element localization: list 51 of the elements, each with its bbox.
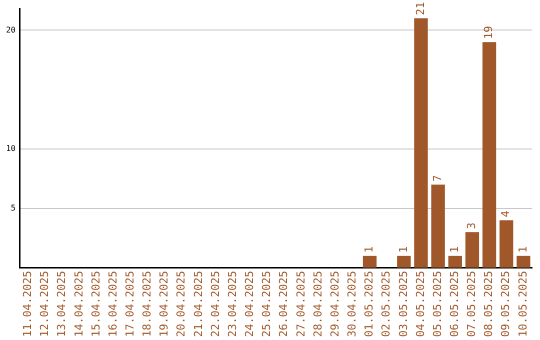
data-label: 7 [430, 174, 444, 182]
x-tick-label: 08.05.2025 [482, 270, 496, 338]
data-label: 3 [465, 222, 478, 230]
x-tick-label: 14.04.2025 [72, 270, 86, 338]
x-tick-label: 26.04.2025 [277, 270, 290, 338]
x-tick-label: 28.04.2025 [311, 270, 324, 338]
bar [500, 220, 514, 268]
bar [516, 256, 530, 268]
bar [465, 232, 480, 268]
bar [414, 18, 428, 268]
x-tick-label: 27.04.2025 [294, 270, 308, 338]
x-tick-label: 15.04.2025 [89, 270, 102, 338]
x-tick-label: 23.04.2025 [226, 270, 239, 338]
x-tick-label: 06.05.2025 [448, 270, 462, 338]
data-label: 1 [448, 246, 462, 253]
x-tick-label: 19.04.2025 [158, 270, 171, 338]
bar [482, 42, 496, 268]
x-tick-label: 01.05.2025 [362, 270, 376, 338]
y-tick-label: 10 [6, 144, 16, 154]
x-tick-label: 09.05.2025 [499, 270, 512, 338]
data-label: 1 [516, 246, 530, 253]
x-tick-label: 13.04.2025 [55, 270, 68, 338]
data-label: 19 [482, 26, 496, 40]
x-tick-label: 02.05.2025 [380, 270, 393, 338]
bar [397, 256, 411, 268]
x-tick-label: 25.04.2025 [260, 270, 274, 338]
y-tick-label: 20 [6, 25, 16, 34]
x-tick-label: 07.05.2025 [465, 270, 478, 338]
x-tick-label: 10.05.2025 [516, 270, 530, 338]
data-label: 4 [499, 210, 512, 218]
x-tick-label: 22.04.2025 [208, 270, 222, 338]
x-tick-label: 29.04.2025 [328, 270, 342, 338]
x-tick-label: 04.05.2025 [414, 270, 427, 338]
data-label: 21 [414, 2, 427, 16]
x-tick-label: 18.04.2025 [140, 270, 154, 338]
x-tick-label: 30.04.2025 [346, 270, 359, 338]
x-tick-label: 21.04.2025 [192, 270, 205, 338]
bar [431, 184, 445, 268]
x-tick-label: 17.04.2025 [124, 270, 137, 338]
x-tick-label: 12.04.2025 [38, 270, 52, 338]
data-label: 1 [396, 246, 410, 253]
y-tick-label: 5 [10, 203, 16, 212]
bar [362, 256, 377, 268]
x-tick-label: 05.05.2025 [430, 270, 444, 338]
x-tick-label: 20.04.2025 [174, 270, 188, 338]
data-label: 1 [362, 246, 376, 253]
x-tick-label: 16.04.2025 [106, 270, 120, 338]
x-tick-label: 24.04.2025 [243, 270, 256, 338]
x-tick-label: 03.05.2025 [396, 270, 410, 338]
bar [448, 256, 462, 268]
x-tick-label: 11.04.2025 [21, 270, 34, 338]
